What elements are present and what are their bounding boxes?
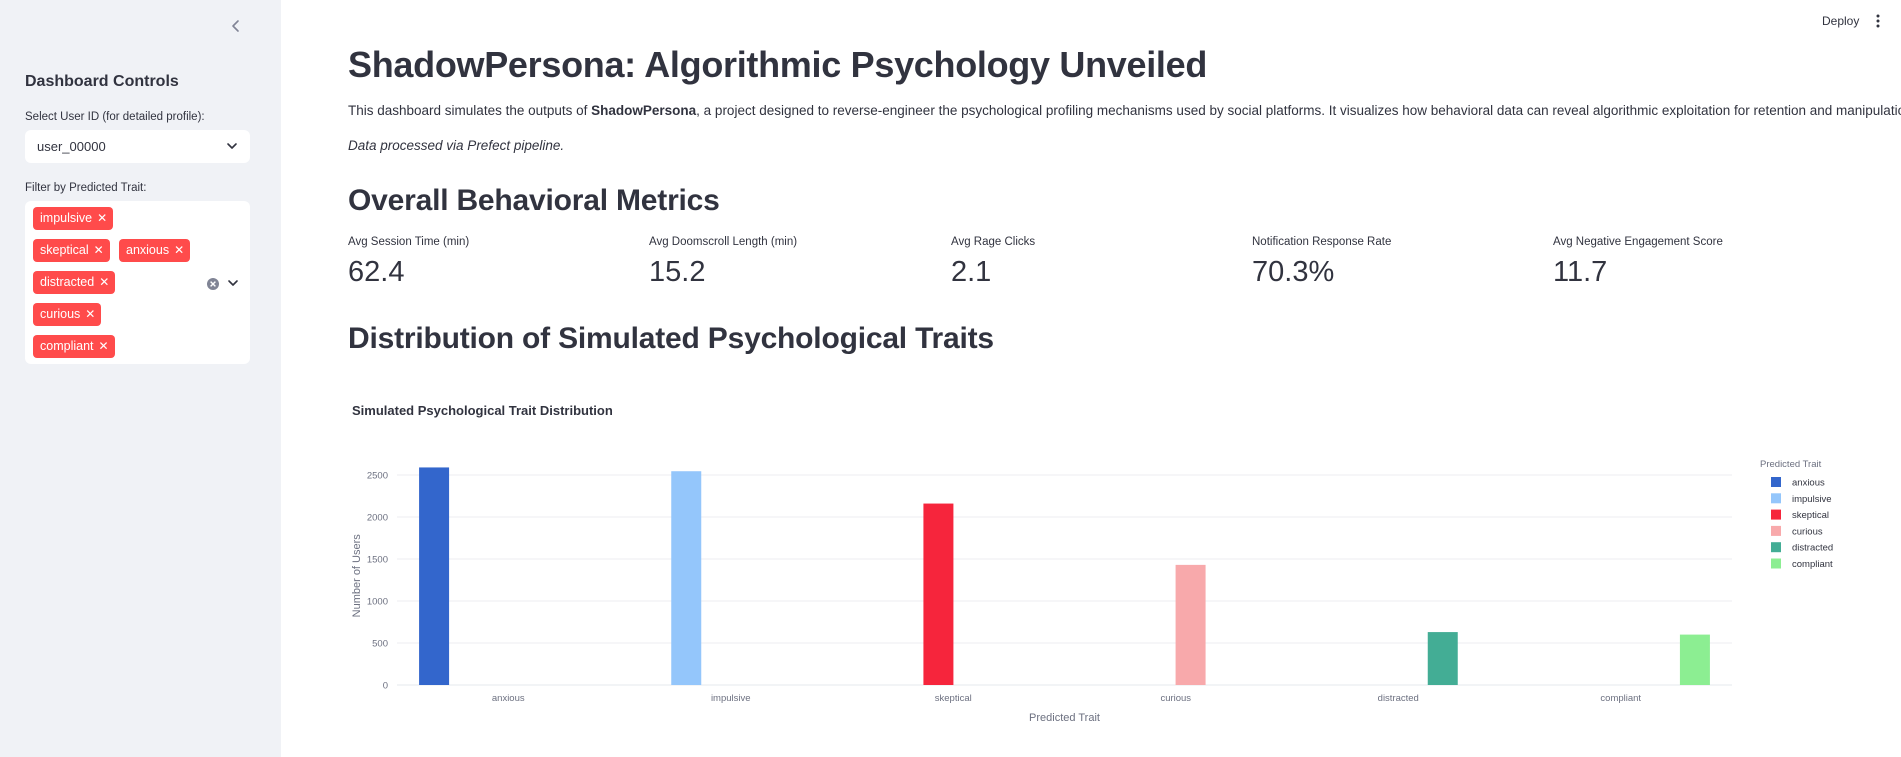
legend-label-compliant: compliant (1792, 559, 1833, 570)
collapse-sidebar-icon[interactable] (226, 16, 246, 36)
bar-skeptical (923, 503, 954, 685)
trait-tag-label: skeptical (40, 243, 89, 257)
remove-tag-icon[interactable]: ✕ (174, 243, 185, 257)
legend-label-anxious: anxious (1792, 478, 1825, 489)
bar-distracted (1427, 632, 1458, 685)
legend-title: Predicted Trait (1760, 459, 1822, 470)
trait-tag-distracted: distracted ✕ (33, 271, 116, 294)
trait-filter-label: Filter by Predicted Trait: (25, 182, 147, 194)
user-select-label: Select User ID (for detailed profile): (25, 111, 205, 123)
metric-negative-engagement: Avg Negative Engagement Score 11.7 (1553, 236, 1843, 289)
trait-tag-compliant: compliant ✕ (33, 335, 115, 358)
sidebar: Dashboard Controls Select User ID (for d… (0, 0, 281, 757)
legend-swatch-compliant (1771, 558, 1781, 569)
x-tick-label: impulsive (711, 693, 751, 704)
metric-session-time: Avg Session Time (min) 62.4 (348, 236, 638, 289)
trait-multiselect[interactable]: impulsive ✕ skeptical ✕ anxious ✕ distracte… (25, 201, 250, 364)
x-tick-label: anxious (492, 693, 525, 704)
legend-swatch-distracted (1771, 542, 1781, 553)
y-axis-title: Number of Users (351, 534, 363, 618)
y-tick-label: 0 (383, 681, 388, 692)
trait-tag-label: distracted (40, 275, 95, 289)
legend-swatch-skeptical (1771, 509, 1781, 520)
legend-swatch-impulsive (1771, 493, 1781, 504)
metric-rage-clicks: Avg Rage Clicks 2.1 (951, 236, 1241, 289)
legend-label-impulsive: impulsive (1792, 494, 1832, 505)
y-tick-label: 1500 (367, 555, 388, 566)
remove-tag-icon[interactable]: ✕ (85, 307, 96, 321)
remove-tag-icon[interactable]: ✕ (93, 243, 104, 257)
metric-label: Avg Rage Clicks (951, 236, 1036, 248)
pipeline-note: Data processed via Prefect pipeline. (348, 138, 565, 153)
deploy-button[interactable]: Deploy (1822, 14, 1860, 28)
trait-tag-curious: curious ✕ (33, 303, 102, 326)
y-tick-label: 500 (372, 639, 388, 650)
user-id-select[interactable]: user_00000 (25, 130, 250, 163)
trait-tag-impulsive: impulsive ✕ (33, 207, 114, 230)
legend-swatch-anxious (1771, 477, 1781, 487)
metric-value: 11.7 (1553, 256, 1608, 288)
legend-label-curious: curious (1792, 526, 1823, 537)
trait-tag-label: curious (40, 307, 81, 321)
x-tick-label: curious (1160, 693, 1191, 704)
trait-tag-anxious: anxious ✕ (119, 239, 191, 262)
trait-tag-label: compliant (40, 339, 94, 353)
y-tick-label: 2500 (367, 471, 388, 482)
metric-value: 70.3% (1252, 256, 1335, 288)
bar-curious (1175, 564, 1206, 685)
intro-bold: ShadowPersona (591, 103, 697, 118)
x-tick-label: skeptical (935, 693, 972, 704)
page-title: ShadowPersona: Algorithmic Psychology Un… (348, 44, 1208, 85)
metric-label: Notification Response Rate (1252, 236, 1392, 248)
remove-tag-icon[interactable]: ✕ (98, 339, 109, 353)
metrics-heading: Overall Behavioral Metrics (348, 184, 720, 217)
chevron-down-icon[interactable] (227, 277, 239, 289)
remove-tag-icon[interactable]: ✕ (99, 275, 110, 289)
x-axis-title: Predicted Trait (1029, 712, 1100, 724)
intro-prefix: This dashboard simulates the outputs of (348, 103, 592, 118)
trait-tag-label: anxious (126, 243, 170, 257)
y-tick-label: 1000 (367, 597, 388, 608)
metric-notification-rate: Notification Response Rate 70.3% (1252, 236, 1542, 289)
sidebar-title: Dashboard Controls (25, 73, 179, 90)
metric-label: Avg Session Time (min) (348, 236, 470, 248)
clear-all-icon[interactable] (206, 277, 220, 291)
metric-value: 62.4 (348, 256, 405, 288)
main-menu-icon[interactable] (1875, 13, 1881, 29)
intro-suffix: , a project designed to reverse-engineer… (696, 103, 1901, 118)
trait-distribution-chart: 0 500 1000 1500 2000 2500 anxious impulsive skep… (351, 459, 1833, 724)
chevron-down-icon (227, 143, 237, 149)
metric-label: Avg Doomscroll Length (min) (649, 236, 798, 248)
x-tick-label: compliant (1600, 693, 1641, 704)
metric-value: 2.1 (951, 256, 992, 288)
remove-tag-icon[interactable]: ✕ (97, 211, 108, 225)
metric-value: 15.2 (649, 256, 706, 288)
trait-tag-label: impulsive (40, 211, 93, 225)
bar-anxious (419, 467, 450, 685)
intro-text: This dashboard simulates the outputs of … (348, 103, 1901, 118)
trait-tag-skeptical: skeptical ✕ (33, 239, 110, 262)
y-tick-label: 2000 (367, 513, 388, 524)
metric-label: Avg Negative Engagement Score (1553, 236, 1723, 248)
distribution-heading: Distribution of Simulated Psychological … (348, 322, 994, 355)
bar-impulsive (671, 471, 702, 685)
user-id-select-value: user_00000 (37, 139, 106, 154)
legend-swatch-curious (1771, 525, 1781, 536)
bar-compliant (1679, 634, 1710, 685)
metric-doomscroll: Avg Doomscroll Length (min) 15.2 (649, 236, 939, 289)
legend-label-skeptical: skeptical (1792, 510, 1829, 521)
x-tick-label: distracted (1378, 693, 1419, 704)
legend-label-distracted: distracted (1792, 543, 1833, 554)
chart-title: Simulated Psychological Trait Distributi… (352, 403, 613, 418)
